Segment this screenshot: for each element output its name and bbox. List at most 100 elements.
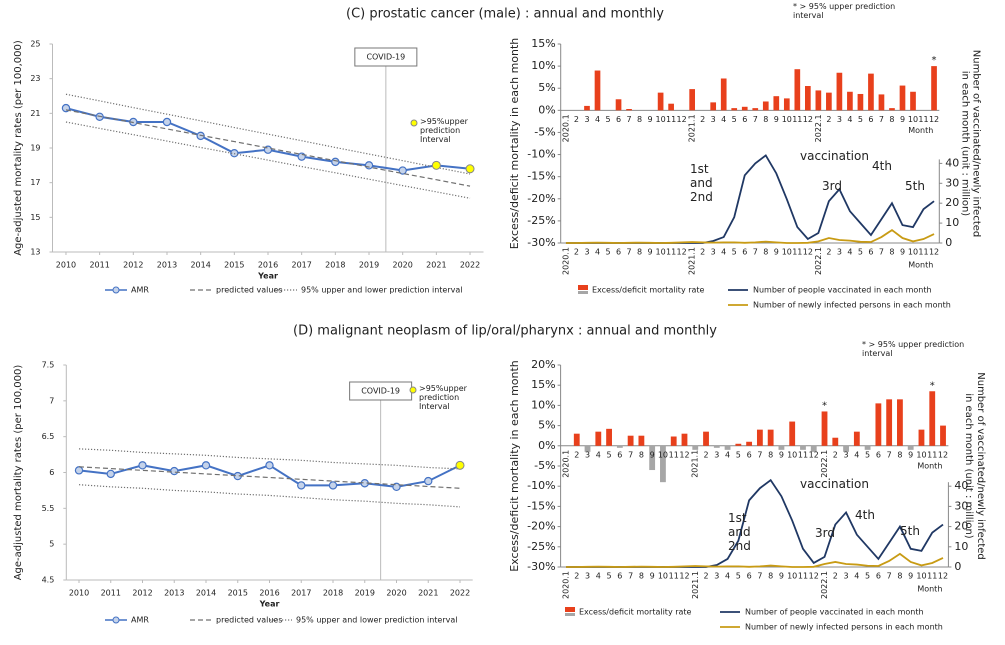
series-line <box>565 552 944 568</box>
highlight-marker <box>431 160 441 170</box>
series-line <box>65 109 471 187</box>
note-box: * > 95% upper prediction interval <box>862 340 964 358</box>
x-tick-label: 5 <box>736 572 741 581</box>
y-tick-label: -10% <box>527 148 555 161</box>
x-tick-label: 7 <box>757 572 762 581</box>
x-tick-label: 11 <box>792 248 802 257</box>
x-tick-label: 4 <box>721 248 726 257</box>
x-tick-label: 10 <box>908 115 918 124</box>
x-tick-label: 2013 <box>157 261 177 270</box>
bar <box>668 103 674 111</box>
x-tick-label: 9 <box>650 572 655 581</box>
series-line <box>78 484 461 508</box>
x-tick-label: 3 <box>714 450 719 459</box>
y-tick-label: 17 <box>30 178 40 187</box>
x-tick-label: 12 <box>938 450 948 459</box>
x-tick-label: 6 <box>747 572 752 581</box>
x-tick-label: 4 <box>725 572 730 581</box>
x-tick-label: 7 <box>887 450 892 459</box>
x-tick-label: 2011 <box>89 261 109 270</box>
x-tick-label: 12 <box>809 572 819 581</box>
x-tick-label: 7 <box>628 450 633 459</box>
x-axis-label: Month <box>908 126 933 135</box>
x-tick-label: 6 <box>868 248 873 257</box>
bar <box>615 99 622 111</box>
x-tick-label: 7 <box>753 248 758 257</box>
x-tick-label: 2 <box>703 450 708 459</box>
x-tick-label: 12 <box>679 572 689 581</box>
x-tick-label: 5 <box>858 115 863 124</box>
annotation: 5th <box>900 524 920 538</box>
x-tick-label: 2010 <box>56 261 76 270</box>
series-marker <box>265 461 274 470</box>
x-tick-label: 2016 <box>258 261 278 270</box>
y2-tick-label: 40 <box>954 479 968 492</box>
x-tick-label: 9 <box>779 450 784 459</box>
bar <box>606 428 612 446</box>
star: * <box>932 55 937 66</box>
legend-swatch-marker <box>112 616 120 624</box>
x-axis-label: Month <box>908 261 933 270</box>
x-tick-label: 8 <box>889 248 894 257</box>
x-tick-label: 3 <box>844 450 849 459</box>
x-tick-label: 9 <box>650 450 655 459</box>
bar <box>910 91 916 111</box>
bar <box>573 433 580 446</box>
x-tick-label: 12 <box>929 248 939 257</box>
x-tick-label: 6 <box>876 572 881 581</box>
y-tick-label: -20% <box>527 192 555 205</box>
y-tick-label: -5% <box>534 125 555 138</box>
x-tick-label: 10 <box>908 248 918 257</box>
x-tick-label: 2021 <box>418 589 438 598</box>
annotation-box: vaccination <box>800 149 869 163</box>
x-tick-label: 9 <box>900 115 905 124</box>
x-tick-label: 2021.1 <box>691 450 700 478</box>
legend-label: Number of newly infected persons in each… <box>745 623 943 632</box>
x-tick-label: 2022.1 <box>820 571 829 599</box>
bar <box>836 72 843 111</box>
x-tick-label: 2015 <box>228 589 248 598</box>
x-tick-label: 6 <box>747 450 752 459</box>
bar <box>843 445 849 452</box>
x-tick-label: 7 <box>628 572 633 581</box>
y-tick-label: 19 <box>30 144 40 153</box>
x-tick-label: 2 <box>703 572 708 581</box>
x-tick-label: 9 <box>908 450 913 459</box>
bar <box>713 445 720 448</box>
x-tick-label: 8 <box>768 572 773 581</box>
y-tick-label: 13 <box>30 248 40 257</box>
legend-label: Number of newly infected persons in each… <box>753 301 951 310</box>
x-tick-label: 5 <box>736 450 741 459</box>
y-tick-label: 4.5 <box>42 576 55 585</box>
y2-tick-label: 10 <box>945 216 959 229</box>
annotation: 1st and 2nd <box>728 511 751 553</box>
annotation-box: 3rd <box>815 526 835 540</box>
x-tick-label: 3 <box>837 248 842 257</box>
x-tick-label: 2022.1 <box>814 247 823 275</box>
x-tick-label: 2020 <box>386 589 406 598</box>
x-tick-label: 2021.1 <box>688 247 697 275</box>
x-tick-label: 5 <box>605 248 610 257</box>
series-marker <box>364 161 374 170</box>
x-tick-label: 7 <box>879 115 884 124</box>
bar <box>800 445 806 450</box>
highlight-legend-dot <box>410 119 418 127</box>
x-tick-label: 2022 <box>450 589 470 598</box>
x-tick-label: 12 <box>929 115 939 124</box>
x-tick-label: 2014 <box>190 261 210 270</box>
annotation-box: 1st and 2nd <box>728 511 751 553</box>
bar <box>660 445 666 483</box>
x-tick-label: 2018 <box>323 589 343 598</box>
x-tick-label: 8 <box>637 115 642 124</box>
y-axis-label: Excess/deficit mortality in each month <box>508 360 521 572</box>
x-tick-label: 9 <box>648 115 653 124</box>
x-tick-label: 11 <box>798 572 808 581</box>
x-tick-label: 2018 <box>325 261 345 270</box>
y-tick-label: 21 <box>30 109 40 118</box>
bar <box>649 445 656 471</box>
legend-label: 95% upper and lower prediction interval <box>296 616 458 625</box>
x-tick-label: 2020.1 <box>561 571 570 599</box>
x-tick-label: 2017 <box>291 589 311 598</box>
bar <box>853 431 860 446</box>
